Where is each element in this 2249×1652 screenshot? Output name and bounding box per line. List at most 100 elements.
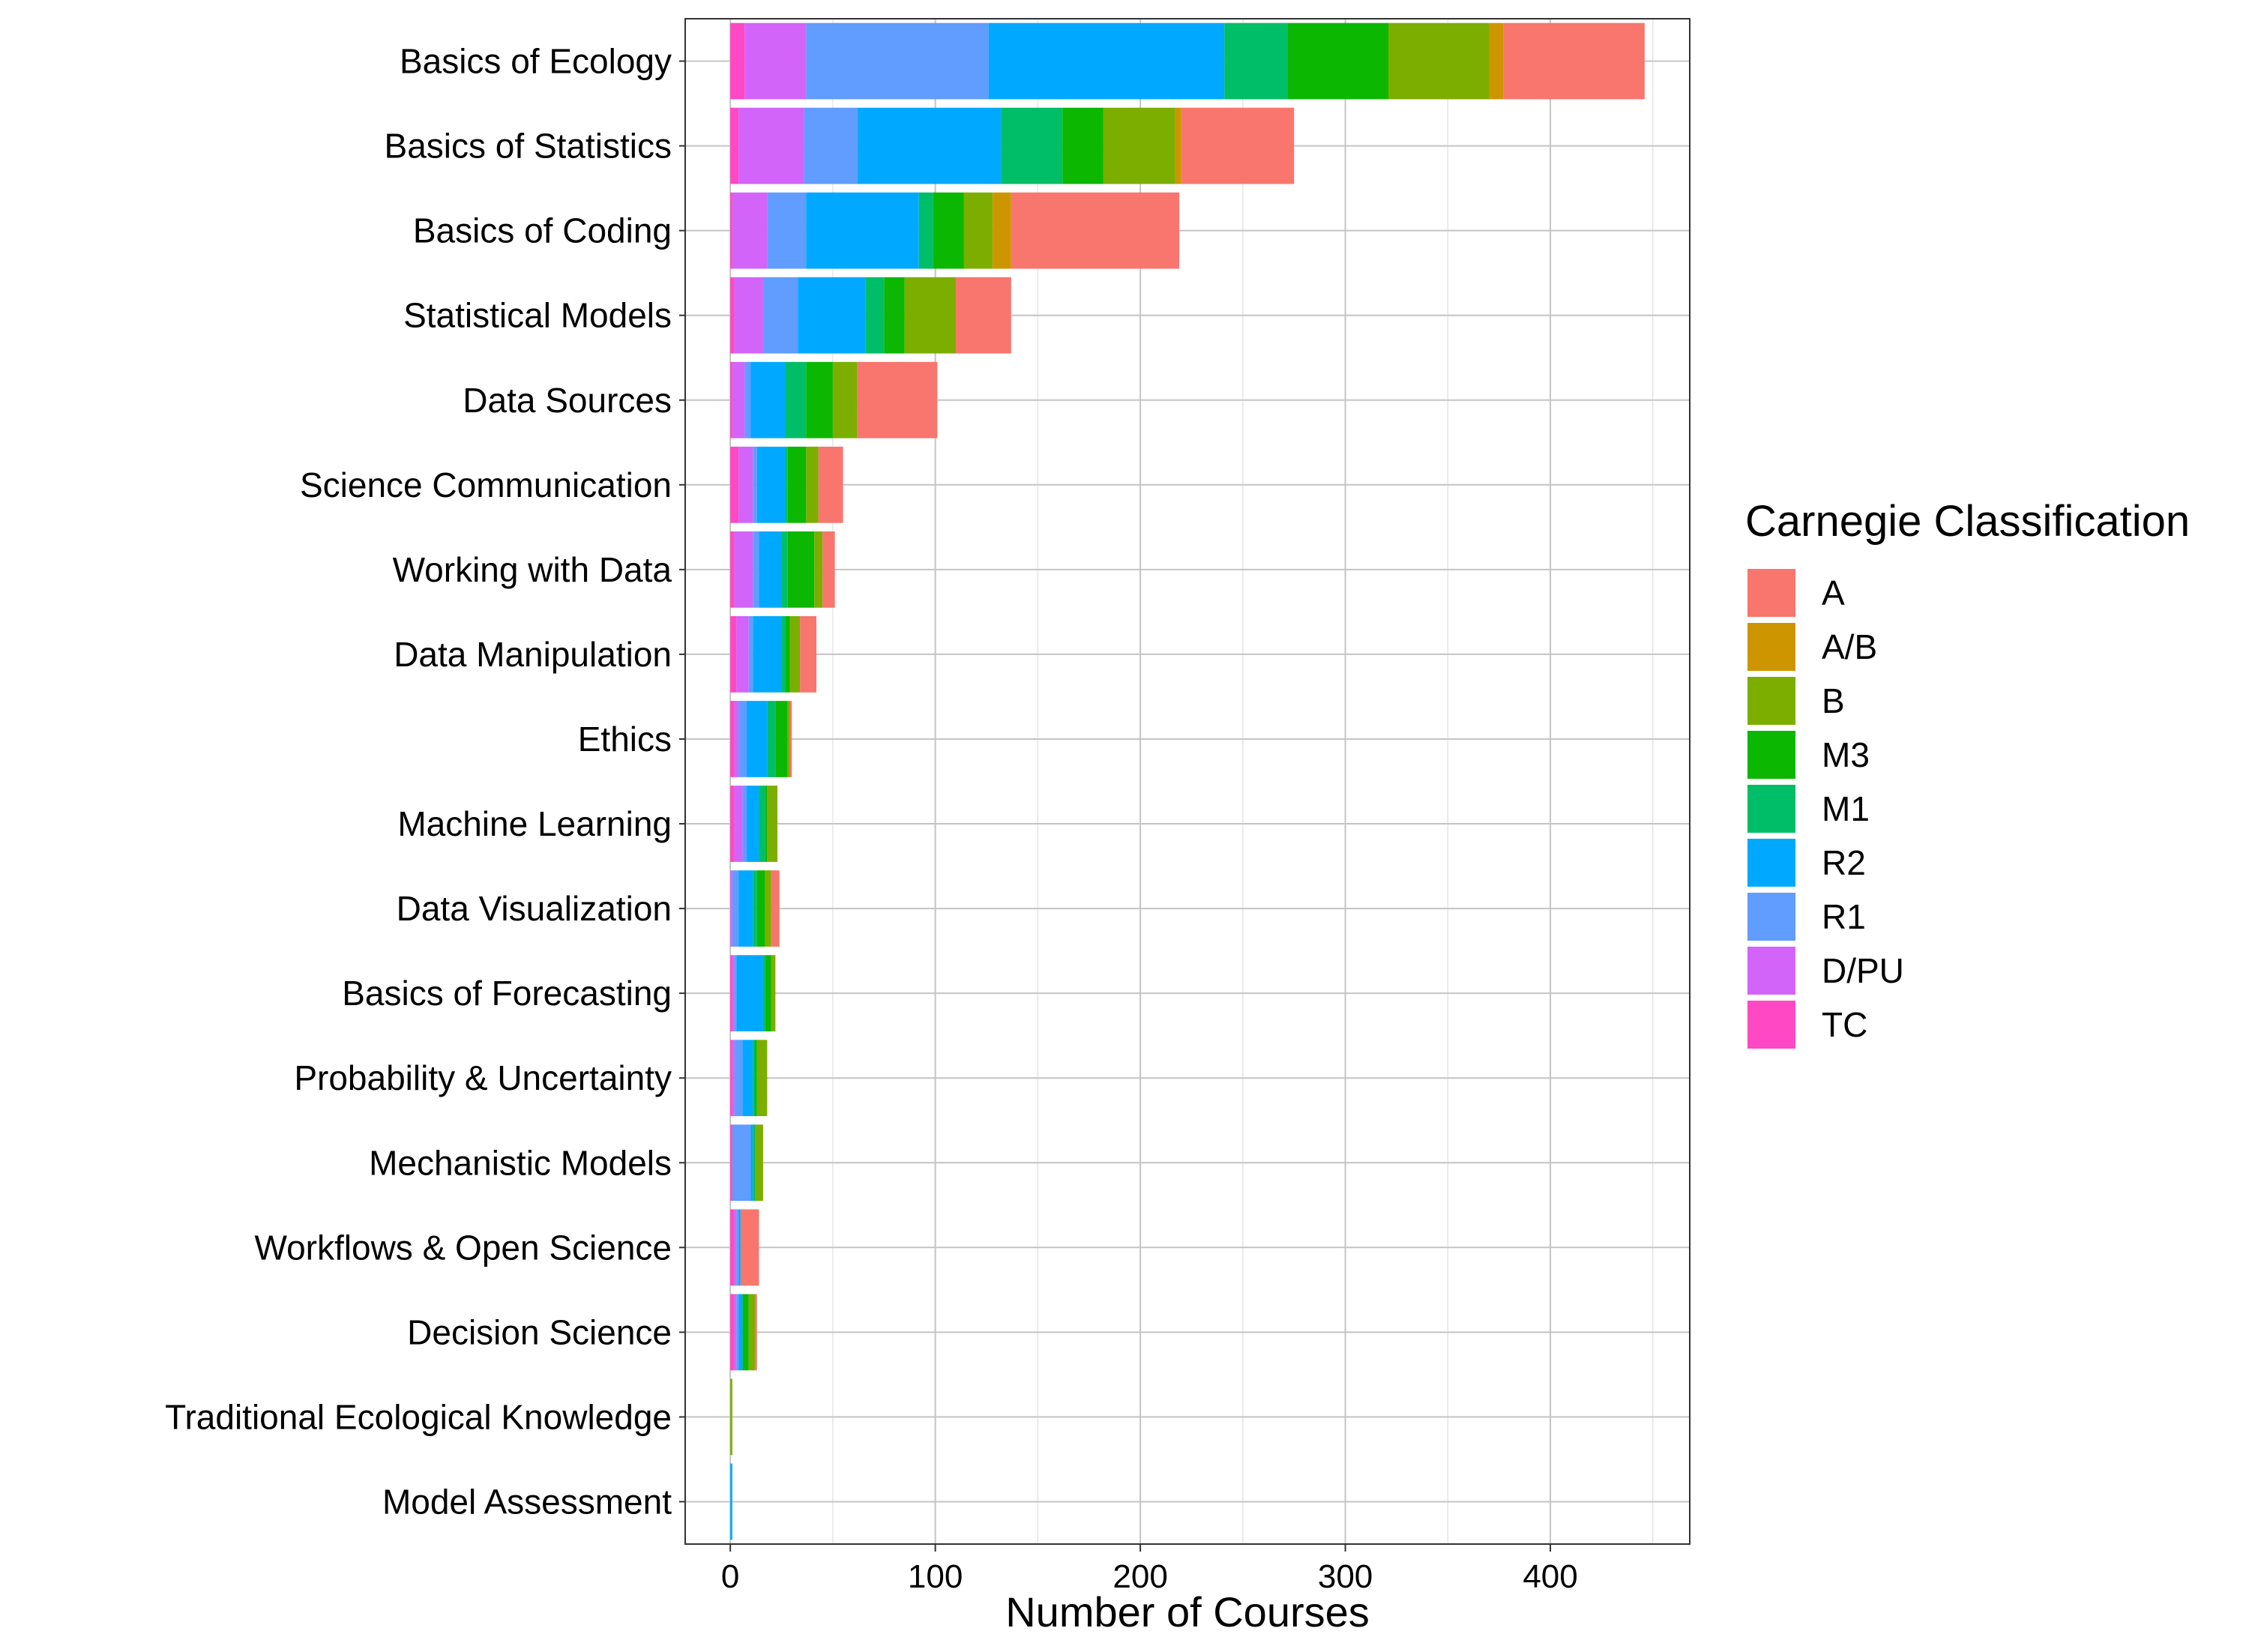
bar-segment	[734, 531, 753, 608]
bar-segment	[918, 192, 933, 269]
bar-segment	[742, 786, 747, 862]
bar-segment	[732, 870, 739, 947]
legend-key	[1746, 783, 1797, 834]
category-label: Workflows & Open Science	[255, 1228, 672, 1267]
bar-segment	[993, 192, 1011, 269]
bar-segment	[730, 361, 732, 438]
bar-segment	[730, 1294, 735, 1371]
legend-key	[1746, 837, 1797, 888]
bar-segment	[786, 446, 788, 523]
bar-segment	[742, 1040, 753, 1117]
bar-segment	[753, 616, 782, 693]
bar-segment	[748, 1294, 755, 1371]
bar-segment	[730, 277, 735, 354]
bar-segment	[789, 616, 801, 693]
bar-segment	[1489, 22, 1504, 100]
x-tick-label: 0	[721, 1558, 739, 1595]
bar-segment	[1388, 22, 1489, 100]
category-label: Ethics	[578, 720, 672, 759]
bar-segment	[738, 1294, 743, 1371]
bar-segment	[730, 1378, 732, 1456]
bar-segment	[730, 446, 739, 523]
bars	[730, 22, 1645, 1540]
bar-segment	[904, 277, 956, 354]
category-label: Science Communication	[300, 465, 672, 504]
bar-segment	[786, 616, 790, 693]
legend-label: A	[1822, 573, 1845, 612]
bar-segment	[744, 22, 807, 100]
bar-segment	[933, 192, 964, 269]
bar-segment	[738, 701, 747, 777]
bar-segment	[1175, 107, 1181, 184]
legend-label: R2	[1822, 843, 1866, 882]
category-label: Mechanistic Models	[369, 1143, 672, 1182]
bar-segment	[822, 531, 835, 608]
bar-segment	[767, 701, 776, 777]
bar-segment	[857, 107, 1002, 184]
category-label: Statistical Models	[403, 296, 672, 335]
category-label: Basics of Coding	[413, 211, 672, 250]
bar-segment	[732, 192, 768, 269]
bar-segment	[754, 1040, 757, 1117]
bar-segment	[786, 361, 807, 438]
legend-label: M1	[1822, 789, 1870, 828]
bar-segment	[806, 446, 819, 523]
bar-segment	[730, 1209, 735, 1286]
bar-segment	[753, 870, 757, 947]
bar-segment	[732, 1124, 751, 1202]
bar-segment	[775, 701, 788, 777]
category-label: Traditional Ecological Knowledge	[165, 1397, 672, 1436]
bar-segment	[765, 870, 771, 947]
category-label: Data Manipulation	[394, 635, 672, 674]
x-tick-label: 200	[1113, 1558, 1167, 1595]
bar-segment	[781, 616, 786, 693]
x-axis-ticks: 0 100 200 300 400	[721, 1544, 1578, 1595]
category-label: Probability & Uncertainty	[294, 1058, 672, 1097]
category-label: Decision Science	[407, 1312, 672, 1351]
bar-segment	[814, 531, 823, 608]
bar-segment	[753, 1040, 755, 1117]
legend-label: R1	[1822, 897, 1866, 936]
bar-segment	[771, 870, 780, 947]
bar-segment	[787, 446, 807, 523]
bar-segment	[734, 1209, 737, 1286]
bar-segment	[762, 955, 765, 1032]
bar-segment	[988, 22, 1225, 100]
legend-label: TC	[1822, 1005, 1867, 1044]
bar-segment	[730, 955, 732, 1032]
bar-segment	[734, 1294, 737, 1371]
bar-segment	[759, 786, 765, 862]
category-label: Basics of Statistics	[385, 127, 672, 166]
bar-segment	[806, 22, 989, 100]
bar-segment	[798, 277, 866, 354]
bar-segment	[734, 1040, 743, 1117]
category-label: Data Visualization	[397, 889, 672, 928]
bar-segment	[1001, 107, 1063, 184]
bar-segment	[732, 361, 745, 438]
legend-title: Carnegie Classification	[1745, 497, 2190, 546]
bar-segment	[800, 616, 817, 693]
bar-segment	[832, 361, 858, 438]
bar-segment	[747, 701, 768, 777]
bar-segment	[1011, 192, 1180, 269]
bar-segment	[1103, 107, 1175, 184]
bar-segment	[806, 192, 919, 269]
bar-segment	[753, 446, 757, 523]
bar-segment	[736, 1209, 739, 1286]
bar-segment	[1181, 107, 1295, 184]
plot-panel-border	[684, 18, 1690, 1545]
bar-segment	[804, 107, 858, 184]
bar-segment	[732, 1040, 735, 1117]
bar-segment	[789, 701, 792, 777]
bar-segment	[753, 531, 759, 608]
bar-segment	[738, 870, 753, 947]
x-tick-label: 100	[908, 1558, 963, 1595]
legend-key	[1746, 621, 1797, 672]
bar-segment	[765, 955, 771, 1032]
bar-segment	[787, 701, 790, 777]
category-labels: Basics of Ecology Basics of Statistics Bas…	[165, 42, 685, 1521]
bar-segment	[736, 616, 749, 693]
bar-segment	[738, 446, 753, 523]
